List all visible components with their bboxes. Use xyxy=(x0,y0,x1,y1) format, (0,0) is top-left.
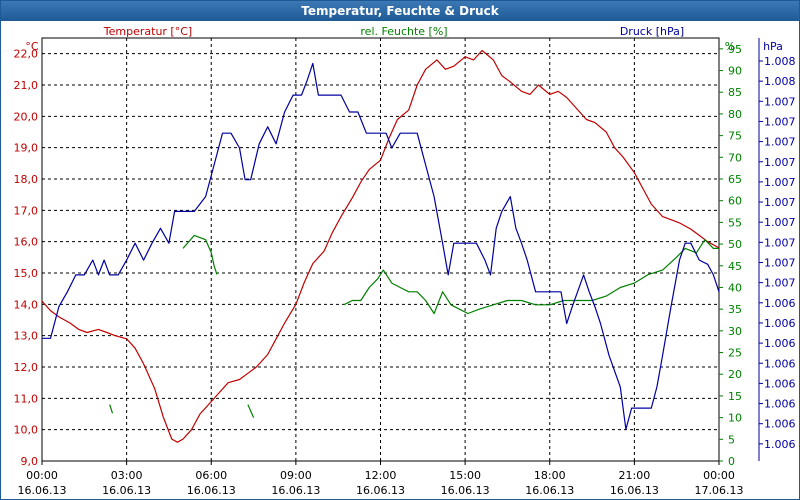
x-tick-date: 16.06.13 xyxy=(441,484,490,497)
legend-pressure: Druck [hPa] xyxy=(620,25,684,38)
humidity-tick-label: 85 xyxy=(728,86,742,99)
pressure-tick-label: 1.007 xyxy=(764,156,796,169)
temperature-tick-label: 16,0 xyxy=(14,236,39,249)
humidity-tick-label: 5 xyxy=(728,433,735,446)
humidity-tick-label: 15 xyxy=(728,390,742,403)
temperature-tick-label: 20,0 xyxy=(14,110,39,123)
pressure-tick-label: 1.006 xyxy=(764,398,796,411)
chart-title: Temperatur, Feuchte & Druck xyxy=(1,1,799,21)
humidity-tick-label: 50 xyxy=(728,238,742,251)
pressure-tick-label: 1.006 xyxy=(764,357,796,370)
temperature-tick-label: 12,0 xyxy=(14,361,39,374)
pressure-tick-label: 1.008 xyxy=(764,55,796,68)
pressure-tick-label: 1.006 xyxy=(764,418,796,431)
legend-temperature: Temperatur [°C] xyxy=(103,25,192,38)
temperature-tick-label: 17,0 xyxy=(14,204,39,217)
x-tick-time: 12:00 xyxy=(365,469,397,482)
temperature-tick-label: 18,0 xyxy=(14,173,39,186)
pressure-tick-label: 1.006 xyxy=(764,317,796,330)
x-tick-date: 16.06.13 xyxy=(187,484,236,497)
x-tick-time: 21:00 xyxy=(619,469,651,482)
pressure-tick-label: 1.006 xyxy=(764,337,796,350)
pressure-tick-label: 1.008 xyxy=(764,75,796,88)
series-line-humidity xyxy=(109,404,114,414)
humidity-tick-label: 55 xyxy=(728,216,742,229)
pressure-tick-label: 1.007 xyxy=(764,236,796,249)
series-line-pressure xyxy=(42,62,720,430)
humidity-tick-label: 95 xyxy=(728,43,742,56)
pressure-tick-label: 1.007 xyxy=(764,216,796,229)
pressure-tick-label: 1.007 xyxy=(764,257,796,270)
pressure-tick-label: 1.007 xyxy=(764,115,796,128)
temperature-tick-label: 13,0 xyxy=(14,330,39,343)
pressure-tick-label: 1.006 xyxy=(764,297,796,310)
x-tick-date: 16.06.13 xyxy=(356,484,405,497)
humidity-tick-label: 75 xyxy=(728,130,742,143)
pressure-tick-label: 1.007 xyxy=(764,176,796,189)
temperature-tick-label: 21,0 xyxy=(14,79,39,92)
humidity-tick-label: 65 xyxy=(728,173,742,186)
x-tick-time: 09:00 xyxy=(280,469,312,482)
pressure-tick-label: 1.006 xyxy=(764,377,796,390)
temperature-tick-label: 9,0 xyxy=(21,455,39,468)
series-line-humidity xyxy=(182,234,218,275)
temperature-unit-label: °C xyxy=(25,40,39,53)
humidity-tick-label: 0 xyxy=(728,455,735,468)
humidity-tick-label: 25 xyxy=(728,347,742,360)
series-line-humidity xyxy=(247,404,255,418)
pressure-tick-label: 1.007 xyxy=(764,277,796,290)
humidity-tick-label: 35 xyxy=(728,303,742,316)
pressure-tick-label: 1.007 xyxy=(764,196,796,209)
humidity-tick-label: 10 xyxy=(728,412,742,425)
humidity-tick-label: 60 xyxy=(728,195,742,208)
x-tick-date: 16.06.13 xyxy=(18,484,67,497)
humidity-tick-label: 20 xyxy=(728,368,742,381)
x-tick-time: 00:00 xyxy=(703,469,735,482)
x-tick-date: 16.06.13 xyxy=(271,484,320,497)
humidity-tick-label: 70 xyxy=(728,151,742,164)
temperature-tick-label: 11,0 xyxy=(14,392,39,405)
humidity-unit-label: % xyxy=(725,40,735,53)
series-line-temperature xyxy=(41,49,720,443)
x-tick-date: 16.06.13 xyxy=(610,484,659,497)
humidity-tick-label: 30 xyxy=(728,325,742,338)
humidity-tick-label: 90 xyxy=(728,65,742,78)
pressure-tick-label: 1.007 xyxy=(764,136,796,149)
x-tick-time: 00:00 xyxy=(26,469,58,482)
temperature-tick-label: 10,0 xyxy=(14,424,39,437)
humidity-tick-label: 45 xyxy=(728,260,742,273)
x-tick-time: 18:00 xyxy=(534,469,566,482)
temperature-tick-label: 22,0 xyxy=(14,48,39,61)
pressure-tick-label: 1.007 xyxy=(764,95,796,108)
series-line-humidity xyxy=(343,239,719,315)
temperature-tick-label: 15,0 xyxy=(14,267,39,280)
humidity-tick-label: 80 xyxy=(728,108,742,121)
pressure-unit-label: hPa xyxy=(763,40,783,53)
x-tick-time: 03:00 xyxy=(111,469,143,482)
x-tick-time: 15:00 xyxy=(449,469,481,482)
x-tick-date: 16.06.13 xyxy=(102,484,151,497)
x-tick-date: 16.06.13 xyxy=(525,484,574,497)
x-tick-time: 06:00 xyxy=(195,469,227,482)
legend-humidity: rel. Feuchte [%] xyxy=(360,25,447,38)
temperature-tick-label: 14,0 xyxy=(14,298,39,311)
x-tick-date: 17.06.13 xyxy=(695,484,744,497)
pressure-tick-label: 1.006 xyxy=(764,438,796,451)
temperature-tick-label: 19,0 xyxy=(14,142,39,155)
humidity-tick-label: 40 xyxy=(728,281,742,294)
